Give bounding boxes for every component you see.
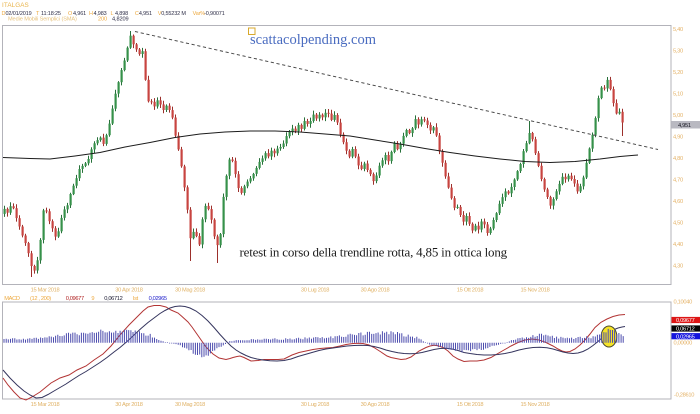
svg-text:30 Lug 2018: 30 Lug 2018 bbox=[301, 402, 329, 408]
svg-text:5,20: 5,20 bbox=[673, 70, 683, 76]
svg-text:15 Ott 2018: 15 Ott 2018 bbox=[457, 288, 484, 294]
svg-text:5,30: 5,30 bbox=[673, 49, 683, 55]
svg-text:5,40: 5,40 bbox=[673, 27, 683, 33]
svg-text:30 Lug 2018: 30 Lug 2018 bbox=[301, 288, 329, 294]
svg-text:4,70: 4,70 bbox=[673, 178, 683, 184]
svg-text:30 Apr 2018: 30 Apr 2018 bbox=[115, 288, 143, 294]
svg-text:15 Nov 2018: 15 Nov 2018 bbox=[521, 402, 550, 408]
svg-text:30 Mag 2018: 30 Mag 2018 bbox=[175, 288, 205, 294]
svg-text:ITALGAS: ITALGAS bbox=[2, 2, 29, 9]
svg-text:4,951: 4,951 bbox=[678, 123, 691, 129]
svg-text:4,80: 4,80 bbox=[673, 156, 683, 162]
svg-text:4,90: 4,90 bbox=[673, 135, 683, 141]
svg-text:15 Nov 2018: 15 Nov 2018 bbox=[521, 288, 550, 294]
svg-text:Medie Mobili Semplici (SMA)200: Medie Mobili Semplici (SMA) 200 4,8209 bbox=[8, 17, 129, 23]
svg-text:30 Ago 2018: 30 Ago 2018 bbox=[361, 402, 390, 408]
svg-text:4,50: 4,50 bbox=[673, 221, 683, 227]
svg-text:15 Mar 2018: 15 Mar 2018 bbox=[31, 402, 60, 408]
svg-text:5,10: 5,10 bbox=[673, 92, 683, 98]
svg-text:0,10040: 0,10040 bbox=[674, 300, 693, 306]
svg-text:4,30: 4,30 bbox=[673, 264, 683, 270]
svg-text:0,00000: 0,00000 bbox=[674, 340, 693, 346]
svg-text:15 Ott 2018: 15 Ott 2018 bbox=[457, 402, 484, 408]
svg-text:4,60: 4,60 bbox=[673, 199, 683, 205]
svg-text:-0,28610: -0,28610 bbox=[674, 393, 694, 399]
svg-text:0,02965: 0,02965 bbox=[676, 334, 695, 340]
svg-text:30 Mag 2018: 30 Mag 2018 bbox=[175, 402, 205, 408]
svg-text:30 Ago 2018: 30 Ago 2018 bbox=[361, 288, 390, 294]
svg-text:0,09677: 0,09677 bbox=[676, 318, 695, 324]
svg-text:5,00: 5,00 bbox=[673, 113, 683, 119]
svg-text:15 Mar 2018: 15 Mar 2018 bbox=[31, 288, 60, 294]
svg-text:4,40: 4,40 bbox=[673, 242, 683, 248]
svg-text:0,06712: 0,06712 bbox=[676, 327, 695, 333]
svg-text:retest in corso della trendlin: retest in corso della trendline rotta, 4… bbox=[240, 245, 508, 260]
svg-text:scattacolpending.com: scattacolpending.com bbox=[250, 32, 377, 48]
svg-text:30 Apr 2018: 30 Apr 2018 bbox=[115, 402, 143, 408]
